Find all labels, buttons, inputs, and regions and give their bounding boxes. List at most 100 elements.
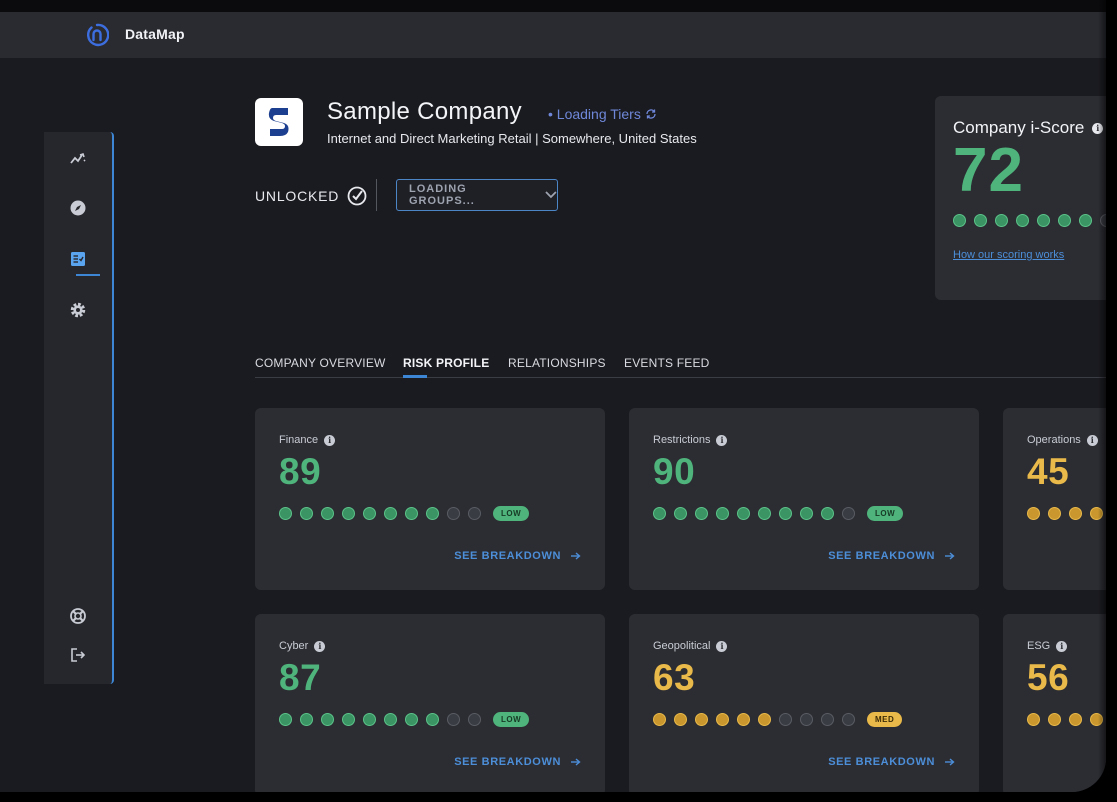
score-dot (279, 713, 292, 726)
score-dot (1100, 214, 1106, 227)
score-dot (1069, 713, 1082, 726)
iscore-card: Company i-Score i 72 How our scoring wor… (935, 96, 1106, 300)
risk-card-label-row: Operations i (1027, 434, 1106, 446)
see-breakdown-link[interactable]: SEE BREAKDOWN (828, 550, 955, 562)
score-dot (1058, 214, 1071, 227)
risk-card-label-row: Finance i (279, 434, 605, 446)
nav-trends[interactable] (44, 144, 112, 172)
groups-dropdown[interactable]: LOADING GROUPS... (396, 179, 558, 211)
score-dot (842, 507, 855, 520)
nav-logout[interactable] (44, 641, 112, 669)
score-dot (279, 507, 292, 520)
info-icon[interactable]: i (1092, 122, 1104, 134)
scorecard-icon (71, 252, 85, 266)
risk-level-badge: LOW (493, 506, 530, 521)
window-top-strip (0, 0, 1106, 12)
refresh-icon[interactable] (645, 108, 657, 120)
info-icon[interactable]: i (716, 640, 728, 652)
info-icon[interactable]: i (716, 434, 728, 446)
score-dot (1090, 507, 1103, 520)
score-dot (1037, 214, 1050, 227)
header-divider (376, 179, 377, 211)
score-dot (842, 713, 855, 726)
tab-risk-profile[interactable]: RISK PROFILE (403, 356, 490, 370)
nav-explore[interactable] (44, 194, 112, 222)
unlocked-label: UNLOCKED (255, 188, 340, 204)
loading-tiers-label: • Loading Tiers (548, 106, 641, 122)
compass-icon (70, 200, 86, 216)
chevron-down-icon (545, 191, 557, 199)
risk-card-dots: LOW (653, 506, 979, 521)
score-dot (800, 507, 813, 520)
score-dot (758, 507, 771, 520)
score-dot (321, 507, 334, 520)
risk-card-label: Cyber (279, 640, 309, 652)
score-dot (447, 713, 460, 726)
score-dot (674, 507, 687, 520)
datamap-logo-icon[interactable] (85, 23, 109, 47)
score-dot (447, 507, 460, 520)
tab-bar: COMPANY OVERVIEW RISK PROFILE RELATIONSH… (255, 348, 1106, 378)
iscore-title: Company i-Score (953, 118, 1085, 137)
tab-events-feed[interactable]: EVENTS FEED (624, 356, 710, 370)
iscore-value: 72 (953, 136, 1024, 205)
risk-card-label-row: Restrictions i (653, 434, 979, 446)
score-dot (695, 507, 708, 520)
see-breakdown-link[interactable]: SEE BREAKDOWN (828, 756, 955, 768)
company-name: Sample Company (327, 98, 522, 125)
tab-relationships[interactable]: RELATIONSHIPS (508, 356, 606, 370)
arrow-right-icon (571, 758, 581, 766)
info-icon[interactable]: i (324, 434, 336, 446)
score-dot (953, 214, 966, 227)
score-dot (384, 507, 397, 520)
score-dot (1016, 214, 1029, 227)
risk-card-dots: MED (1027, 506, 1106, 521)
risk-level-badge: MED (867, 712, 903, 727)
scoring-info-link[interactable]: How our scoring works (953, 249, 1065, 261)
score-dot (1027, 507, 1040, 520)
score-dot (758, 713, 771, 726)
info-icon[interactable]: i (1086, 434, 1098, 446)
score-dot (1069, 507, 1082, 520)
arrow-right-icon (945, 758, 955, 766)
score-dot (1027, 713, 1040, 726)
score-dot (1079, 214, 1092, 227)
nav-settings[interactable] (44, 296, 112, 324)
score-dot (426, 507, 439, 520)
score-dot (468, 507, 481, 520)
nav-support[interactable] (44, 602, 112, 630)
risk-card-score: 63 (653, 657, 696, 698)
unlocked-status: UNLOCKED (255, 186, 367, 206)
nav-dashboard[interactable] (44, 245, 112, 273)
score-dot (737, 507, 750, 520)
risk-card-geopolitical: Geopolitical i 63 MED SEE BREAKDOWN (629, 614, 979, 792)
check-circle-icon (347, 186, 367, 206)
see-breakdown-link[interactable]: SEE BREAKDOWN (454, 756, 581, 768)
score-dot (300, 507, 313, 520)
active-tab-indicator (403, 375, 427, 378)
score-dot (405, 713, 418, 726)
tab-company-overview[interactable]: COMPANY OVERVIEW (255, 356, 386, 370)
info-icon[interactable]: i (1056, 640, 1068, 652)
score-dot (974, 214, 987, 227)
risk-card-label: Geopolitical (653, 640, 711, 652)
score-dot (405, 507, 418, 520)
nav-active-indicator (76, 274, 100, 276)
info-icon[interactable]: i (314, 640, 326, 652)
iscore-title-row: Company i-Score i (953, 118, 1106, 138)
risk-card-esg: ESG i 56 MED SEE BREAKDOWN (1003, 614, 1106, 792)
risk-card-operations: Operations i 45 MED SEE BREAKDOWN (1003, 408, 1106, 590)
see-breakdown-link[interactable]: SEE BREAKDOWN (454, 550, 581, 562)
groups-dropdown-label: LOADING GROUPS... (409, 183, 475, 207)
see-breakdown-label: SEE BREAKDOWN (454, 756, 561, 768)
score-dot (737, 713, 750, 726)
risk-level-badge: LOW (493, 712, 530, 727)
score-dot (995, 214, 1008, 227)
risk-card-label-row: Geopolitical i (653, 640, 979, 652)
score-dot (779, 507, 792, 520)
risk-level-badge: LOW (867, 506, 904, 521)
lifebuoy-icon (70, 608, 86, 624)
score-dot (342, 507, 355, 520)
risk-card-dots: MED (1027, 712, 1106, 727)
risk-card-label: Finance (279, 434, 319, 446)
